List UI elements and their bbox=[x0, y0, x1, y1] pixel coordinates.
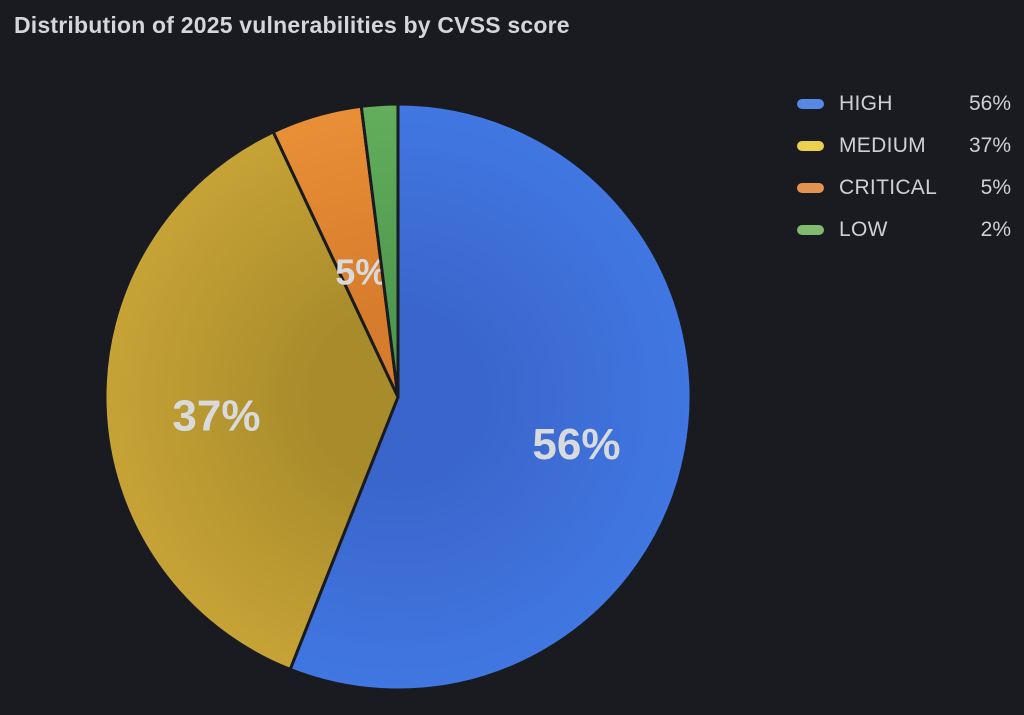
legend: HIGH 56% MEDIUM 37% CRITICAL 5% LOW 2% bbox=[797, 92, 1011, 242]
legend-swatch-low bbox=[797, 225, 824, 235]
legend-item-high[interactable]: HIGH 56% bbox=[797, 92, 1011, 116]
legend-item-medium[interactable]: MEDIUM 37% bbox=[797, 134, 1011, 158]
pie-slice-high[interactable] bbox=[288, 102, 693, 692]
legend-value: 5% bbox=[980, 176, 1011, 199]
legend-swatch-high bbox=[797, 99, 824, 109]
slice-label-critical: 5% bbox=[335, 251, 387, 292]
legend-swatch-medium bbox=[797, 141, 824, 151]
legend-item-critical[interactable]: CRITICAL 5% bbox=[797, 176, 1011, 200]
legend-label: MEDIUM bbox=[839, 134, 926, 157]
pie-slice-low[interactable] bbox=[359, 102, 400, 399]
legend-value: 2% bbox=[980, 218, 1011, 241]
slice-label-medium: 37% bbox=[172, 392, 260, 441]
legend-label: HIGH bbox=[839, 92, 893, 115]
pie-slice-medium[interactable] bbox=[103, 130, 400, 671]
legend-label: CRITICAL bbox=[839, 176, 938, 199]
legend-swatch-critical bbox=[797, 183, 824, 193]
legend-value: 56% bbox=[968, 92, 1011, 115]
legend-item-low[interactable]: LOW 2% bbox=[797, 218, 1011, 242]
legend-value: 37% bbox=[968, 134, 1011, 157]
chart-title: Distribution of 2025 vulnerabilities by … bbox=[14, 12, 570, 38]
slice-label-high: 56% bbox=[532, 420, 620, 469]
legend-label: LOW bbox=[839, 218, 888, 241]
